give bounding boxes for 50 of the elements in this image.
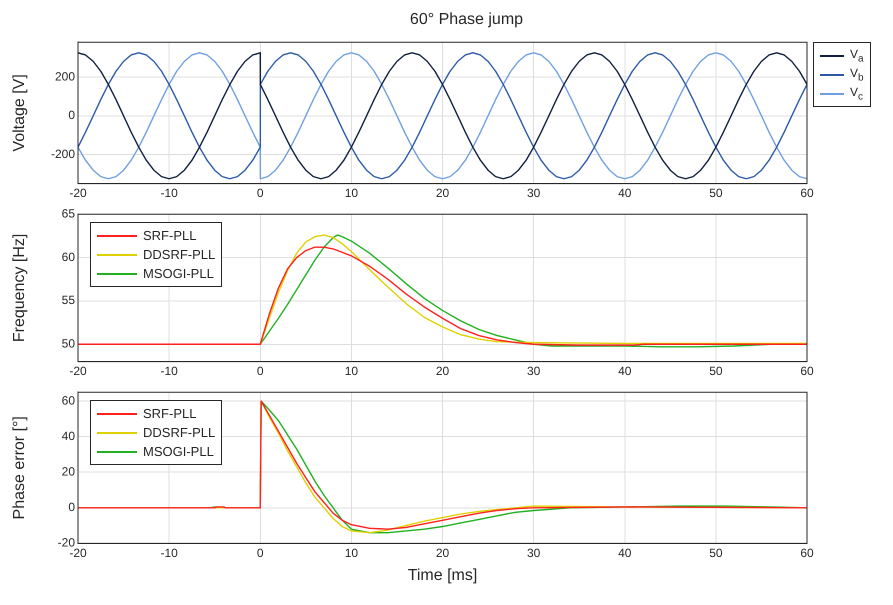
x-tick-label: 30 bbox=[526, 186, 541, 200]
y-axis-title: Voltage [V] bbox=[11, 74, 28, 152]
y-tick-label: 20 bbox=[62, 464, 76, 479]
x-tick-label: 20 bbox=[436, 364, 450, 378]
x-tick-label: 50 bbox=[709, 546, 723, 560]
x-tick-label: 10 bbox=[344, 186, 358, 200]
x-tick-label: 0 bbox=[256, 364, 264, 378]
y-tick-label: 60 bbox=[62, 250, 76, 264]
x-tick-label: 60 bbox=[800, 186, 814, 200]
y-tick-label: 0 bbox=[68, 500, 76, 514]
x-tick-label: -10 bbox=[160, 186, 178, 200]
y-tick-label: 50 bbox=[62, 336, 76, 351]
x-tick-label: 10 bbox=[344, 364, 358, 378]
y-tick-label: 55 bbox=[62, 293, 76, 308]
legend-label: V$_{a}$ bbox=[850, 46, 864, 64]
y-tick-label: 60 bbox=[62, 393, 76, 408]
x-tick-label: 40 bbox=[618, 186, 632, 200]
x-tick-label: 20 bbox=[436, 186, 450, 200]
x-tick-label: 0 bbox=[256, 546, 264, 560]
x-tick-label: -10 bbox=[160, 546, 178, 560]
y-tick-label: -200 bbox=[50, 146, 76, 161]
x-tick-label: 40 bbox=[618, 546, 632, 560]
y-axis-title: Frequency [Hz] bbox=[11, 234, 28, 342]
x-tick-label: 30 bbox=[526, 364, 541, 378]
legend-label: MSOGI-PLL bbox=[143, 266, 214, 282]
chart-title: 60° Phase jump bbox=[408, 10, 524, 30]
legend-label: DDSRF-PLL bbox=[143, 425, 216, 440]
x-tick-label: 10 bbox=[344, 546, 358, 560]
x-tick-label: 0 bbox=[256, 186, 264, 200]
y-tick-label: -20 bbox=[58, 536, 76, 550]
legend-label: SRF-PLL bbox=[143, 228, 196, 244]
x-tick-label: 30 bbox=[526, 546, 541, 560]
x-axis-title: Time [ms] bbox=[408, 566, 478, 584]
x-tick-label: 20 bbox=[436, 546, 450, 560]
x-tick-label: 50 bbox=[709, 186, 723, 200]
x-tick-label: 60 bbox=[800, 364, 814, 378]
legend-label: DDSRF-PLL bbox=[143, 247, 216, 262]
y-tick-label: 0 bbox=[68, 108, 76, 122]
x-tick-label: 50 bbox=[709, 364, 723, 378]
legend-label: MSOGI-PLL bbox=[143, 444, 214, 460]
y-tick-label: 65 bbox=[62, 206, 76, 221]
y-tick-label: 40 bbox=[62, 428, 76, 443]
x-tick-label: 40 bbox=[618, 364, 632, 378]
legend-label: V$_{c}$ bbox=[850, 84, 864, 102]
legend-label: V$_{b}$ bbox=[850, 66, 864, 84]
x-tick-label: 60 bbox=[800, 546, 814, 560]
y-axis-title: Phase error [°] bbox=[11, 416, 28, 520]
y-tick-label: 200 bbox=[54, 69, 76, 84]
legend-label: SRF-PLL bbox=[143, 406, 196, 422]
x-tick-label: -10 bbox=[160, 364, 178, 378]
